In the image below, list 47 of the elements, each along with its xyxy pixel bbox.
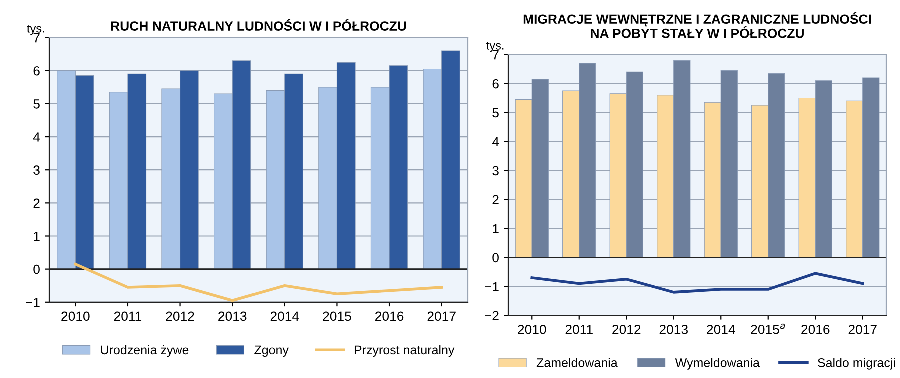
line-series — [74, 262, 444, 302]
x-tick-label: 2016 — [802, 325, 830, 334]
legend-label: Zgony — [254, 346, 289, 358]
y-tick-label: 6 — [492, 79, 499, 89]
y-tick-label: 4 — [33, 132, 40, 142]
y-tick-label: −2 — [485, 311, 499, 320]
x-tick-label: 2011 — [566, 325, 593, 334]
y-tick-label: 1 — [493, 224, 499, 234]
y-tick-label: 0 — [34, 264, 40, 274]
y-tick-label: 5 — [34, 100, 40, 109]
y-tick-label: 3 — [34, 166, 40, 176]
y-tick-label: 3 — [492, 166, 499, 176]
x-tick-label: 2014 — [270, 312, 300, 322]
line-series — [530, 272, 864, 294]
x-tick-label: 2011 — [114, 312, 142, 322]
y-tick-label: −1 — [485, 282, 499, 292]
x-tick-label: 2012 — [166, 312, 194, 322]
y-tick-label: 2 — [492, 195, 499, 204]
x-tick-label: 2014 — [707, 325, 736, 334]
y-tick-label: 7 — [34, 34, 40, 43]
x-tick-label: 2013 — [218, 312, 247, 322]
x-tick-label: 2012 — [612, 325, 641, 334]
y-tick-label: 1 — [34, 232, 40, 242]
legend-label: Przyrost naturalny — [354, 345, 455, 358]
legend-label: Zameldowania — [536, 358, 618, 368]
chart-title: RUCH NATURALNY LUDNOŚCI W I PÓŁROCZU — [111, 19, 406, 31]
y-tick-label: 5 — [492, 108, 499, 118]
y-axis-title: tys. — [27, 25, 44, 36]
y-tick-label: 2 — [34, 198, 40, 208]
y-tick-label: 4 — [492, 137, 500, 147]
x-tick-label: 2015$^{a}$ — [751, 324, 786, 334]
legend-label: Saldo migracji — [818, 358, 896, 370]
x-tick-label: 2017 — [848, 325, 877, 334]
y-tick-label: 0 — [492, 253, 499, 263]
y-tick-label: −1 — [26, 298, 40, 308]
chart-title: MIGRACJE WEWNĘTRZNE I ZAGRANICZNE LUDNOŚCI NA POBYT STAŁY W I PÓŁROCZU — [524, 12, 872, 38]
x-tick-label: 2015 — [323, 312, 352, 322]
y-tick-label: 7 — [492, 50, 499, 60]
x-tick-label: 2016 — [376, 312, 404, 322]
legend-label: Urodzenia żywe — [101, 345, 189, 358]
x-tick-label: 2017 — [428, 312, 456, 322]
x-tick-label: 2013 — [660, 325, 688, 334]
y-tick-label: 6 — [34, 66, 40, 76]
x-tick-label: 2010 — [62, 312, 90, 322]
x-tick-label: 2010 — [518, 325, 546, 334]
legend-label: Wymeldowania — [675, 358, 760, 370]
y-axis-title: tys. — [486, 42, 504, 52]
